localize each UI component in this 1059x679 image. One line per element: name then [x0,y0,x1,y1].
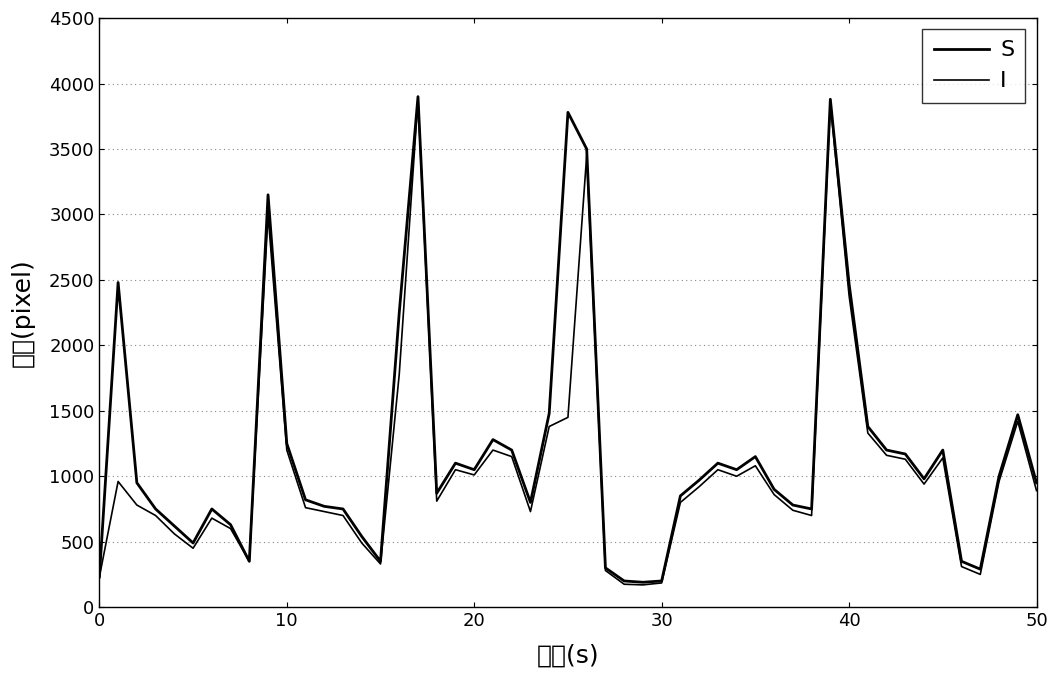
S [393,308,406,316]
S [1011,411,1024,419]
S [300,496,312,504]
S [374,557,387,566]
Line: S: S [100,96,1037,583]
S [805,505,818,513]
I [300,504,312,512]
S [636,579,649,587]
I [805,511,818,519]
Legend: S, I: S, I [922,29,1025,103]
Y-axis label: 像素(pixel): 像素(pixel) [11,258,35,367]
Line: I: I [100,99,1037,585]
S [749,452,761,460]
I [374,560,387,568]
S [93,573,106,581]
I [1030,487,1043,495]
I [93,573,106,581]
I [412,95,425,103]
S [1030,479,1043,487]
I [1011,417,1024,425]
I [749,462,761,470]
I [393,370,406,378]
I [636,581,649,589]
X-axis label: 时间(s): 时间(s) [537,644,599,668]
S [412,92,425,100]
